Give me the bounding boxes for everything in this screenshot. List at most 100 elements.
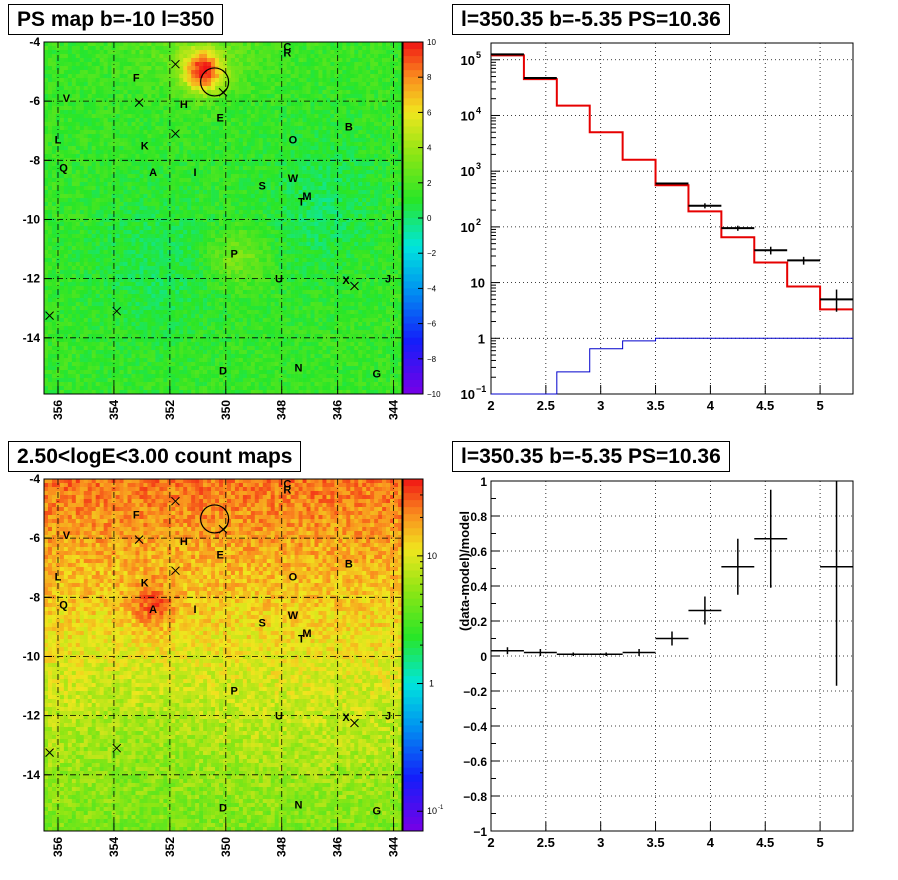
colorbar-tick-label: 10 bbox=[427, 38, 436, 47]
y-tick-label: 0.6 bbox=[470, 545, 487, 559]
colorbar-tick-label: 10 bbox=[427, 551, 437, 561]
y-tick-label: 0 bbox=[480, 650, 487, 664]
y-tick-exponent: 4 bbox=[476, 105, 481, 115]
map-y-tick-label: -10 bbox=[23, 212, 41, 226]
colorbar-tick-label: −6 bbox=[427, 320, 437, 329]
source-label: V bbox=[63, 93, 71, 105]
map-y-tick-label: -8 bbox=[29, 153, 40, 167]
source-label: W bbox=[288, 173, 299, 185]
source-label: H bbox=[180, 536, 188, 548]
y-tick-label: 10 bbox=[461, 164, 475, 179]
source-label: D bbox=[219, 802, 227, 814]
colorbar-tick-label: 8 bbox=[427, 73, 432, 82]
y-tick-label: 10 bbox=[461, 220, 475, 235]
map-x-tick-label: 346 bbox=[331, 837, 345, 857]
y-tick-label: 0.2 bbox=[470, 615, 487, 629]
x-tick-label: 4.5 bbox=[756, 398, 774, 413]
x-tick-label: 2 bbox=[487, 835, 494, 850]
map-x-tick-label: 356 bbox=[51, 400, 65, 420]
colorbar-tick-label: −4 bbox=[427, 284, 437, 293]
source-label: K bbox=[141, 141, 149, 153]
source-label: J bbox=[385, 274, 391, 286]
count-map-title: 2.50<logE<3.00 count maps bbox=[8, 441, 301, 472]
x-tick-label: 4 bbox=[707, 835, 715, 850]
map-x-tick-label: 356 bbox=[51, 837, 65, 857]
source-label: X bbox=[342, 275, 350, 287]
x-tick-label: 2 bbox=[487, 398, 494, 413]
x-tick-label: 2.5 bbox=[537, 835, 555, 850]
y-tick-label: 1 bbox=[478, 331, 485, 346]
source-label: R bbox=[283, 484, 291, 496]
spectrum-title: l=350.35 b=-5.35 PS=10.36 bbox=[452, 4, 730, 35]
map-x-tick-label: 354 bbox=[107, 837, 121, 857]
source-label: I bbox=[194, 604, 197, 616]
source-label: F bbox=[133, 509, 140, 521]
y-tick-label: −0.6 bbox=[463, 755, 487, 769]
x-tick-label: 3 bbox=[597, 835, 604, 850]
source-label: Q bbox=[59, 163, 68, 175]
map-y-tick-label: -14 bbox=[23, 768, 41, 782]
source-label: O bbox=[289, 135, 298, 147]
y-tick-label: −0.4 bbox=[463, 720, 487, 734]
source-label: U bbox=[275, 711, 283, 723]
map-y-tick-label: -6 bbox=[29, 94, 40, 108]
y-tick-exponent: 3 bbox=[476, 161, 481, 171]
source-label: F bbox=[133, 72, 140, 84]
colorbar-tick-label: 1 bbox=[429, 679, 434, 689]
plot-frame bbox=[491, 43, 853, 394]
x-tick-label: 5 bbox=[816, 835, 823, 850]
y-tick-label: 0.4 bbox=[470, 580, 487, 594]
source-label: T bbox=[298, 634, 305, 646]
source-label: P bbox=[231, 685, 238, 697]
y-tick-label: 10 bbox=[471, 276, 485, 291]
source-label: P bbox=[231, 248, 238, 260]
y-tick-label: 10 bbox=[461, 53, 475, 68]
source-label: B bbox=[345, 121, 353, 133]
y-tick-exponent: 2 bbox=[476, 217, 481, 227]
colorbar-tick-label: 0 bbox=[427, 214, 432, 223]
map-y-tick-label: -6 bbox=[29, 531, 40, 545]
colorbar-tick-label: 10 bbox=[427, 806, 437, 816]
colorbar-tick-label: 6 bbox=[427, 108, 432, 117]
y-tick-label: 0.8 bbox=[470, 510, 487, 524]
source-label: V bbox=[63, 530, 71, 542]
x-tick-label: 3.5 bbox=[647, 398, 665, 413]
map-x-tick-label: 348 bbox=[275, 837, 289, 857]
source-label: W bbox=[288, 610, 299, 622]
source-label: H bbox=[180, 99, 188, 111]
map-pixels bbox=[44, 479, 402, 831]
source-label: O bbox=[289, 572, 298, 584]
y-tick-label: 10 bbox=[461, 387, 475, 402]
map-y-tick-label: -8 bbox=[29, 590, 40, 604]
y-tick-label: −0.2 bbox=[463, 685, 487, 699]
y-tick-label: 10 bbox=[461, 108, 475, 123]
map-y-tick-label: -10 bbox=[23, 649, 41, 663]
x-tick-label: 4 bbox=[707, 398, 715, 413]
y-tick-exponent: −1 bbox=[476, 384, 486, 394]
map-x-tick-label: 352 bbox=[163, 837, 177, 857]
source-label: E bbox=[217, 549, 224, 561]
source-label: A bbox=[149, 167, 157, 179]
source-label: L bbox=[55, 572, 62, 584]
colorbar-tick-label: −2 bbox=[427, 249, 437, 258]
source-label: L bbox=[55, 135, 62, 147]
map-x-tick-label: 352 bbox=[163, 400, 177, 420]
source-label: D bbox=[219, 365, 227, 377]
y-axis-label: (data-model)/model bbox=[457, 511, 472, 631]
source-label: R bbox=[283, 47, 291, 59]
x-tick-label: 3.5 bbox=[647, 835, 665, 850]
colorbar-tick-label: −10 bbox=[427, 390, 441, 399]
x-tick-label: 4.5 bbox=[756, 835, 774, 850]
source-label: J bbox=[385, 711, 391, 723]
source-label: T bbox=[298, 197, 305, 209]
map-y-tick-label: -4 bbox=[29, 472, 40, 486]
y-tick-label: −1 bbox=[473, 825, 487, 839]
source-label: G bbox=[373, 805, 382, 817]
